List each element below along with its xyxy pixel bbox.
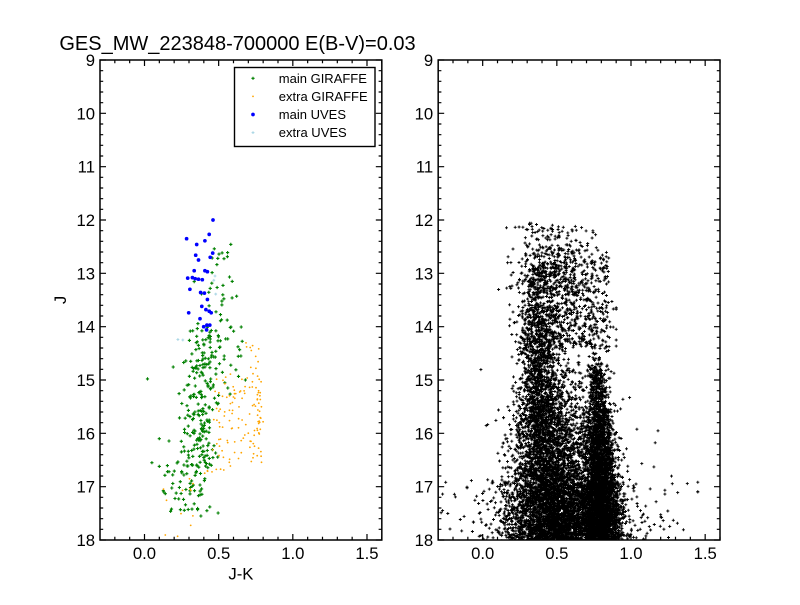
svg-text:main UVES: main UVES — [279, 107, 347, 122]
svg-text:17: 17 — [415, 478, 434, 497]
svg-text:14: 14 — [76, 318, 95, 337]
svg-text:extra UVES: extra UVES — [279, 125, 347, 140]
svg-text:extra GIRAFFE: extra GIRAFFE — [279, 89, 368, 104]
svg-text:16: 16 — [76, 424, 95, 443]
svg-text:13: 13 — [415, 264, 434, 283]
svg-text:12: 12 — [415, 211, 434, 230]
svg-text:10: 10 — [415, 104, 434, 123]
svg-text:13: 13 — [76, 264, 95, 283]
svg-text:GES_MW_223848-700000 E(B-V)=0.: GES_MW_223848-700000 E(B-V)=0.03 — [59, 33, 415, 55]
svg-text:16: 16 — [415, 424, 434, 443]
svg-text:1.0: 1.0 — [281, 544, 304, 563]
svg-text:main GIRAFFE: main GIRAFFE — [279, 71, 367, 86]
svg-text:0.0: 0.0 — [133, 544, 156, 563]
svg-text:9: 9 — [86, 51, 95, 70]
svg-text:15: 15 — [415, 371, 434, 390]
svg-text:9: 9 — [424, 51, 433, 70]
svg-text:14: 14 — [415, 318, 434, 337]
svg-text:11: 11 — [78, 158, 95, 177]
svg-text:18: 18 — [76, 531, 95, 550]
svg-text:0.5: 0.5 — [545, 544, 568, 563]
svg-text:1.5: 1.5 — [694, 544, 717, 563]
svg-text:12: 12 — [76, 211, 95, 230]
svg-text:J: J — [51, 296, 70, 304]
svg-text:10: 10 — [76, 104, 95, 123]
svg-text:1.0: 1.0 — [619, 544, 642, 563]
svg-text:18: 18 — [415, 531, 434, 550]
svg-text:0.5: 0.5 — [207, 544, 230, 563]
svg-text:J-K: J-K — [228, 565, 253, 584]
svg-text:0.0: 0.0 — [471, 544, 494, 563]
svg-text:15: 15 — [76, 371, 95, 390]
svg-text:17: 17 — [76, 478, 95, 497]
svg-text:1.5: 1.5 — [355, 544, 378, 563]
svg-text:11: 11 — [416, 158, 433, 177]
